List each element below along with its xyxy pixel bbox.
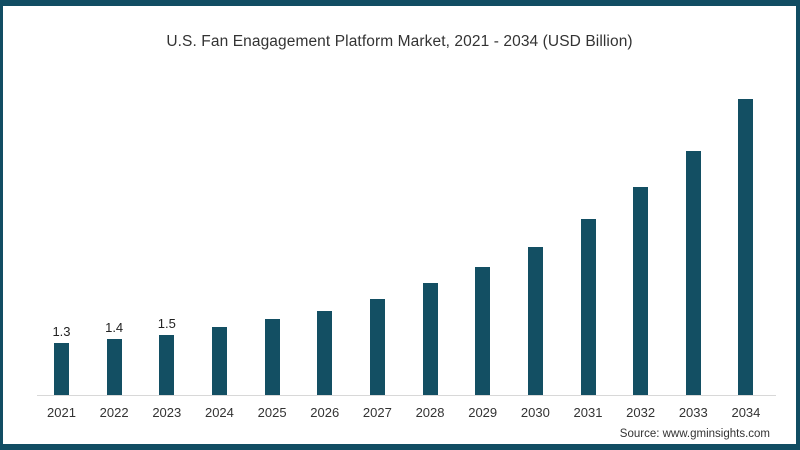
x-tick-label-2024: 2024: [204, 405, 234, 420]
source-attribution: Source: www.gminsights.com: [619, 428, 770, 440]
x-axis-line: [37, 395, 776, 396]
bar-2023: [159, 335, 175, 395]
bar-2026: [317, 311, 333, 395]
x-tick-label-2029: 2029: [468, 405, 498, 420]
bar-2021: [54, 343, 69, 395]
bar-2022: [106, 339, 122, 395]
bar-2033: [685, 151, 701, 395]
bar-2027: [369, 299, 385, 395]
bar-value-label-2023: 1.5: [157, 316, 176, 331]
x-tick-label-2027: 2027: [362, 405, 392, 420]
bar-2025: [264, 319, 280, 395]
bar-2032: [633, 187, 649, 395]
bar-value-label-2021: 1.3: [52, 324, 71, 339]
bar-2024: [211, 327, 227, 395]
x-tick-label-2026: 2026: [310, 405, 340, 420]
x-tick-label-2034: 2034: [731, 405, 761, 420]
chart-title: U.S. Fan Enagagement Platform Market, 20…: [166, 33, 633, 50]
bar-2030: [527, 247, 543, 395]
x-tick-label-2021: 2021: [47, 405, 76, 420]
bar-chart-plot-area: 1.3 2021 1.4 2022 1.5 2023 2024 2025 2026 2027 202…: [3, 6, 796, 444]
x-tick-label-2033: 2033: [678, 405, 708, 420]
x-tick-label-2028: 2028: [415, 405, 445, 420]
bar-value-label-2022: 1.4: [105, 320, 124, 335]
x-tick-label-2031: 2031: [573, 405, 603, 420]
x-tick-label-2023: 2023: [152, 405, 182, 420]
bar-2029: [475, 267, 491, 395]
x-tick-label-2022: 2022: [99, 405, 129, 420]
bar-2034: [738, 99, 754, 395]
x-tick-label-2025: 2025: [257, 405, 287, 420]
bar-2031: [580, 219, 596, 395]
x-tick-label-2032: 2032: [626, 405, 656, 420]
bar-2028: [422, 283, 438, 395]
x-tick-label-2030: 2030: [520, 405, 550, 420]
